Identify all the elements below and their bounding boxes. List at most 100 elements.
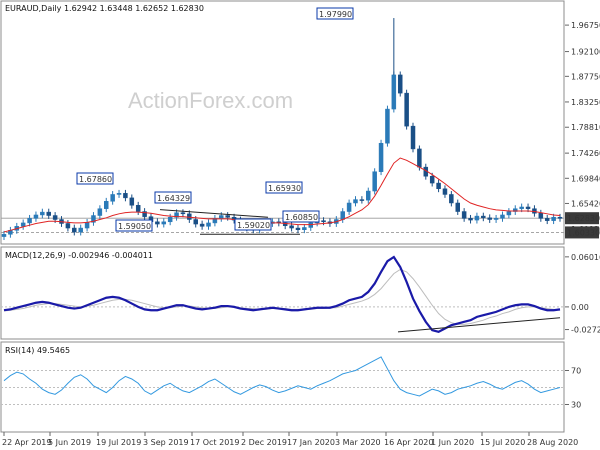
- candle-body: [429, 175, 435, 184]
- ma-line: [3, 157, 561, 233]
- rsi-panel-header: RSI(14) 49.5465: [5, 346, 70, 355]
- candle-body: [500, 214, 505, 219]
- price-trendlines: [159, 209, 300, 235]
- candle-body: [84, 222, 90, 229]
- candle-body: [167, 216, 173, 223]
- price-tag-box: [565, 226, 599, 239]
- price-annotation-label: 1.59020: [237, 221, 270, 230]
- candle-body: [206, 222, 211, 227]
- candle-body: [397, 74, 403, 94]
- candle-body: [404, 92, 409, 127]
- x-tick-label: 3 Sep 2019: [143, 438, 189, 447]
- x-tick-label: 1 Jun 2020: [431, 438, 474, 447]
- candle-body: [72, 227, 77, 233]
- candle-body: [385, 108, 390, 144]
- x-tick-label: 16 Apr 2020: [384, 438, 433, 447]
- candle-body: [378, 142, 384, 172]
- candle-body: [353, 199, 358, 204]
- candle-body: [481, 215, 486, 219]
- candle-body: [129, 197, 135, 206]
- price-annotation-box: [115, 219, 153, 232]
- x-tick-label: 5 Jun 2019: [48, 438, 91, 447]
- candle-body: [474, 215, 480, 221]
- candle-body: [391, 74, 397, 110]
- candle-body: [551, 216, 556, 221]
- macd-panel-header: MACD(12,26,9) -0.002946 -0.004011: [5, 251, 153, 260]
- macd-tick-label: 0.00: [571, 303, 589, 312]
- candle-body: [525, 206, 531, 209]
- price-panel-frame: [0, 0, 565, 245]
- candle-body: [436, 182, 441, 190]
- candle-body: [544, 218, 550, 221]
- macd-tick-label: 0.060165: [571, 253, 600, 262]
- candle-body: [442, 188, 448, 195]
- candle-body: [308, 222, 314, 228]
- price-annotation-box: [76, 172, 114, 185]
- price-moving-average: [3, 157, 561, 233]
- candle-body: [513, 208, 518, 212]
- price-tags: 1.62830 1.60330: [565, 212, 600, 239]
- candle-body: [519, 206, 524, 209]
- rsi-grid: [1, 370, 564, 405]
- price-annotation-box: [316, 7, 354, 20]
- price-annotations: 1.97990 1.67860 1.64329 1.65930 1.59050 1.590…: [76, 7, 354, 232]
- macd-lines: [3, 255, 561, 334]
- candle-body: [20, 222, 26, 227]
- price-tick-label: 1.96750: [571, 21, 600, 30]
- price-tick-label: 1.78810: [571, 123, 600, 132]
- candle-body: [78, 227, 83, 233]
- macd-y-ticks: 0.060165 0.00 -0.02725: [565, 253, 600, 335]
- candle-body: [340, 211, 345, 220]
- candle-body: [487, 217, 492, 220]
- candle-body: [346, 202, 352, 212]
- candle-body: [366, 190, 371, 201]
- candle-body: [40, 211, 45, 216]
- macd-line: [3, 255, 561, 334]
- price-annotation-box: [234, 218, 272, 231]
- candle-body: [1, 234, 7, 237]
- rsi-tick-label: 70: [571, 367, 581, 376]
- x-tick-label: 19 Jul 2019: [96, 438, 141, 447]
- price-annotation-box: [154, 191, 192, 204]
- candle-body: [116, 193, 122, 195]
- candle-body: [135, 205, 141, 212]
- candle-body: [468, 218, 473, 221]
- candle-body: [155, 221, 160, 225]
- price-annotation-label: 1.67860: [79, 175, 112, 184]
- price-panel-header: EURAUD,Daily 1.62942 1.63448 1.62652 1.6…: [5, 4, 204, 13]
- candle-body: [321, 220, 326, 223]
- x-tick-label: 22 Apr 2019: [2, 438, 51, 447]
- candle-body: [282, 222, 288, 227]
- candle-body: [449, 194, 454, 204]
- price-annotation-label: 1.97990: [319, 10, 352, 19]
- x-tick-label: 3 Mar 2020: [335, 438, 381, 447]
- candle-body: [174, 212, 179, 218]
- candle-body: [372, 171, 377, 192]
- candle-body: [225, 215, 230, 218]
- candle-body: [161, 221, 167, 225]
- candle-body: [359, 199, 365, 201]
- candle-body: [410, 125, 416, 150]
- x-tick-label: 2 Dec 2019: [241, 438, 287, 447]
- candle-body: [461, 211, 467, 219]
- candle-body: [46, 211, 51, 216]
- candle-body: [417, 148, 422, 168]
- candle-body: [493, 218, 499, 220]
- rsi-tick-label: 30: [571, 401, 581, 410]
- price-tick-label: 1.87750: [571, 72, 600, 81]
- price-tag-label: 1.62830: [567, 214, 600, 223]
- price-tick-label: 1.74260: [571, 149, 600, 158]
- candle-body: [295, 227, 301, 231]
- candle-body: [65, 223, 71, 229]
- candle-body: [27, 218, 32, 224]
- candle-body: [97, 208, 103, 216]
- price-annotation-label: 1.64329: [157, 194, 190, 203]
- price-y-ticks: 1.96750 1.92100 1.87750 1.83250 1.78810 1.742…: [565, 21, 600, 234]
- candle-body: [91, 215, 96, 223]
- price-annotation-label: 1.59050: [118, 222, 151, 231]
- candle-body: [104, 201, 109, 209]
- x-tick-label: 17 Oct 2019: [190, 438, 239, 447]
